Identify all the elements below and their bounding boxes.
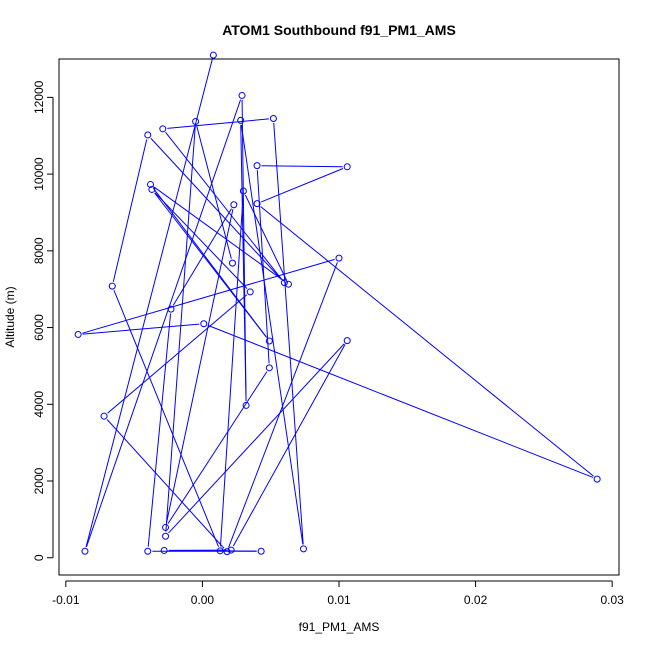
data-point xyxy=(343,163,351,171)
series-segment xyxy=(85,59,213,547)
x-axis-label: f91_PM1_AMS xyxy=(299,620,380,634)
data-point xyxy=(167,305,175,313)
data-point xyxy=(343,337,351,345)
x-tick-label: 0.02 xyxy=(464,593,488,607)
x-tick-label: 0.03 xyxy=(600,593,624,607)
data-point xyxy=(253,162,261,170)
series-segment xyxy=(261,168,344,203)
data-point xyxy=(81,547,89,555)
y-tick-label: 10000 xyxy=(32,157,46,191)
series-segment xyxy=(256,170,270,364)
data-point xyxy=(238,91,246,99)
data-point xyxy=(284,280,292,288)
x-tick-label: 0.00 xyxy=(191,593,215,607)
data-point xyxy=(242,401,250,409)
x-tick-label: -0.01 xyxy=(52,593,80,607)
series-segment xyxy=(85,99,242,548)
data-point xyxy=(147,180,155,188)
data-point xyxy=(160,546,168,554)
x-tick-label: 0.01 xyxy=(327,593,351,607)
data-point xyxy=(246,288,254,296)
series-segment xyxy=(113,290,219,547)
plot-frame xyxy=(58,58,620,576)
data-point xyxy=(162,523,170,531)
x-axis: -0.01 0.00 0.01 0.02 0.03 xyxy=(52,580,624,607)
y-tick-label: 8000 xyxy=(32,237,46,264)
series-segment xyxy=(112,139,148,282)
data-point xyxy=(593,475,601,483)
data-point xyxy=(74,330,82,338)
series-segment xyxy=(260,206,594,477)
series-segment xyxy=(106,419,225,549)
series-segment xyxy=(165,125,196,532)
series-segment xyxy=(154,192,248,289)
y-tick-label: 4000 xyxy=(32,391,46,418)
data-point xyxy=(159,125,167,133)
series-segment xyxy=(147,313,172,547)
series-segment xyxy=(150,137,282,280)
data-point xyxy=(237,116,245,124)
data-point xyxy=(269,114,277,122)
data-point xyxy=(335,254,343,262)
data-point xyxy=(144,131,152,139)
series-line xyxy=(82,59,594,552)
series-segment xyxy=(207,324,594,478)
series-segment xyxy=(107,294,248,414)
series-points xyxy=(74,51,601,556)
data-point xyxy=(100,412,108,420)
data-point xyxy=(228,259,236,267)
y-tick-label: 0 xyxy=(32,554,46,561)
data-point xyxy=(148,185,156,193)
data-point xyxy=(265,364,273,372)
y-tick-label: 2000 xyxy=(32,467,46,494)
data-point xyxy=(227,546,235,554)
series-segment xyxy=(232,344,346,547)
chart-title: ATOM1 Southbound f91_PM1_AMS xyxy=(222,22,456,38)
series-segment xyxy=(228,262,338,548)
series-segment xyxy=(244,194,287,281)
data-point xyxy=(253,200,261,208)
series-segment xyxy=(261,165,343,168)
data-point xyxy=(108,282,116,290)
y-axis-label: Altitude (m) xyxy=(3,286,17,347)
data-point xyxy=(257,547,265,555)
series-segment xyxy=(168,343,345,534)
series-segment xyxy=(165,209,234,524)
data-point xyxy=(209,51,217,59)
data-point xyxy=(223,548,231,556)
series-segment xyxy=(167,371,268,524)
series-segment xyxy=(167,118,270,129)
data-point xyxy=(162,532,170,540)
y-axis: 0 2000 4000 6000 8000 10000 12000 xyxy=(32,80,54,561)
data-point xyxy=(299,545,307,553)
series-segment xyxy=(240,124,304,545)
data-point xyxy=(192,118,200,126)
data-point xyxy=(230,201,238,209)
data-point xyxy=(200,320,208,328)
data-point xyxy=(144,547,152,555)
data-point xyxy=(216,547,224,555)
data-point xyxy=(239,187,247,195)
series-segment xyxy=(82,323,200,335)
y-tick-label: 6000 xyxy=(32,314,46,341)
series-segment xyxy=(219,195,244,547)
y-tick-label: 12000 xyxy=(32,80,46,114)
series-segment xyxy=(273,122,304,545)
series-segment xyxy=(196,125,232,259)
series-segment xyxy=(154,192,267,338)
data-point xyxy=(265,337,273,345)
data-point xyxy=(280,279,288,287)
series-segment xyxy=(82,258,335,334)
series-segment xyxy=(240,124,247,401)
